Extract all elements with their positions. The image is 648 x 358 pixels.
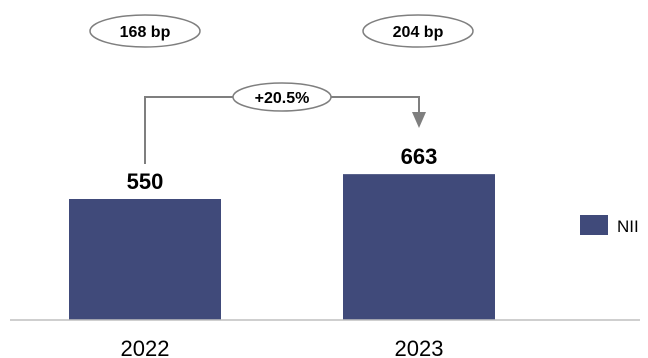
change-connector: +20.5% [144,82,426,164]
legend-label-nii: NII [617,217,639,236]
bp-label-2022: 168 bp [120,24,171,41]
down-arrow-icon [412,112,426,128]
bp-badge-ellipse [89,14,201,48]
change-label: +20.5% [255,90,310,107]
data-label-2022: 550 [127,169,164,194]
data-label-2023: 663 [401,144,438,169]
change-badge-ellipse [232,82,332,112]
bp-badge-2023: 204 bp [362,14,474,48]
bar-2022 [69,199,221,320]
category-label-2023: 2023 [395,336,444,358]
legend: NII [580,215,639,236]
legend-swatch-nii [580,215,608,235]
bar-2023 [343,174,495,320]
bp-badge-2022: 168 bp [89,14,201,48]
bp-badge-ellipse [362,14,474,48]
connector-line-left [144,96,235,164]
category-label-2022: 2022 [121,336,170,358]
bp-label-2023: 204 bp [393,24,444,41]
connector-line-right [330,96,420,113]
